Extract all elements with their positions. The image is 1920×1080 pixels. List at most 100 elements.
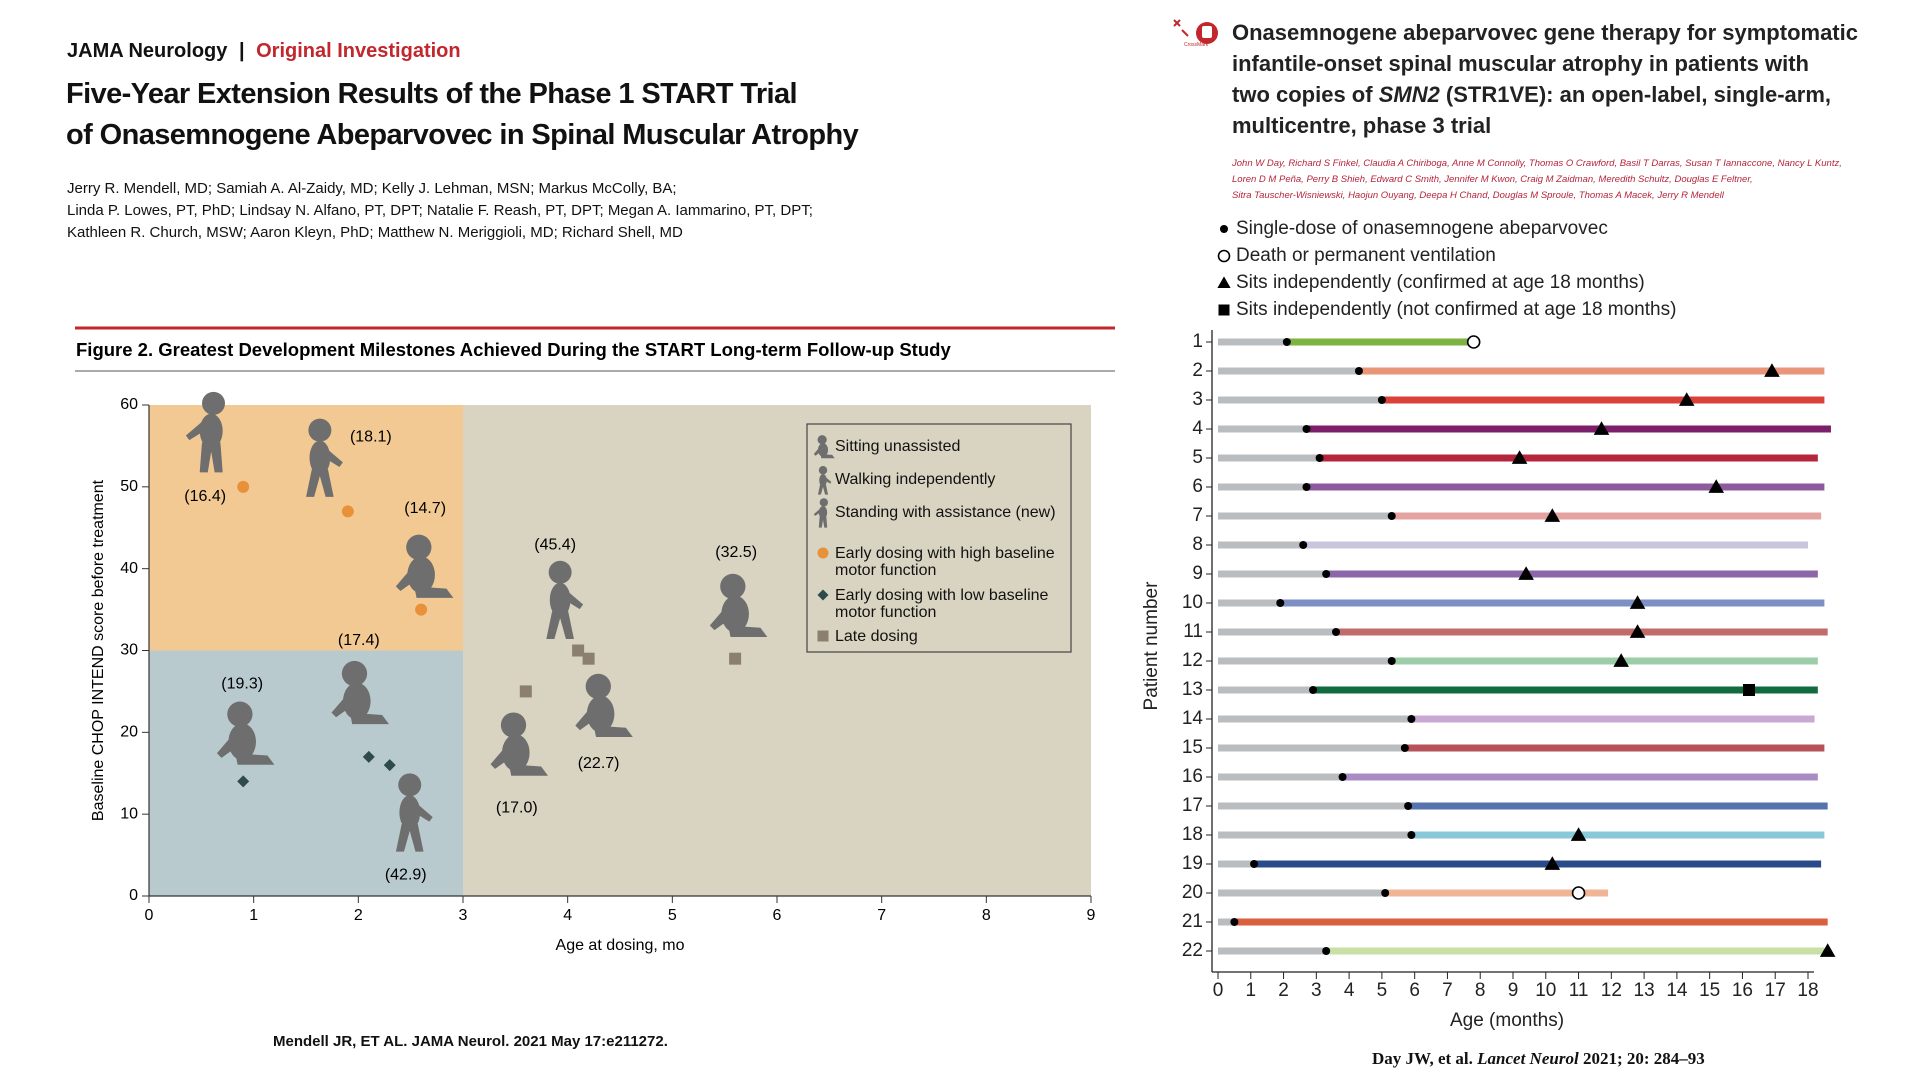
authors: John W Day, Richard S Finkel, Claudia A … bbox=[1232, 156, 1842, 204]
icon-body bbox=[818, 506, 828, 519]
y-tick-label: 19 bbox=[1182, 853, 1203, 874]
icon-head bbox=[585, 673, 611, 700]
icon-head bbox=[406, 534, 432, 560]
icon-legs bbox=[820, 454, 835, 459]
icon-arm bbox=[490, 748, 512, 769]
x-tick-label: 4 bbox=[563, 907, 572, 924]
marker bbox=[1570, 827, 1587, 841]
x-tick-label: 15 bbox=[1699, 980, 1720, 1001]
x-tick-label: 18 bbox=[1797, 980, 1818, 1001]
icon-head bbox=[341, 660, 368, 687]
x-tick-label: 14 bbox=[1666, 980, 1688, 1001]
y-tick-label: 16 bbox=[1182, 766, 1203, 787]
title-line: of Onasemnogene Abeparvovec in Spinal Mu… bbox=[66, 119, 859, 151]
x-tick-label: 4 bbox=[1344, 980, 1355, 1001]
icon-arm bbox=[813, 448, 822, 456]
marker bbox=[1220, 225, 1228, 233]
y-axis-label: Patient number bbox=[1141, 581, 1162, 711]
marker bbox=[1511, 450, 1528, 464]
legend-label: Sits independently (not confirmed at age… bbox=[1236, 299, 1676, 320]
icon-head bbox=[227, 701, 253, 727]
milestone-icon bbox=[395, 773, 433, 852]
separator: | bbox=[238, 40, 245, 62]
marker bbox=[1250, 860, 1259, 868]
icon-arm bbox=[185, 421, 205, 441]
icon-legs bbox=[817, 484, 829, 495]
y-tick-label: 20 bbox=[120, 724, 138, 741]
marker bbox=[1400, 744, 1409, 752]
follow-up-bar bbox=[1385, 889, 1609, 897]
pre-dose-bar bbox=[1218, 947, 1327, 955]
pre-dose-bar bbox=[1218, 744, 1405, 752]
marker bbox=[1302, 483, 1311, 491]
x-tick-label: 1 bbox=[1245, 980, 1256, 1001]
x-axis-label: Age at dosing, mo bbox=[556, 937, 685, 954]
crossmark-text: CrossMark bbox=[1184, 42, 1209, 48]
follow-up-bar bbox=[1234, 918, 1828, 926]
milestone-icon bbox=[575, 673, 633, 737]
y-tick-label: 1 bbox=[1192, 331, 1203, 352]
y-tick-label: 3 bbox=[1192, 389, 1203, 410]
y-tick-label: 11 bbox=[1183, 621, 1203, 642]
author-line: Loren D M Peña, Perry B Shieh, Edward C … bbox=[1232, 174, 1753, 185]
y-tick-label: 60 bbox=[120, 396, 138, 413]
title-line: Five-Year Extension Results of the Phase… bbox=[66, 78, 798, 110]
author-line: Kathleen R. Church, MSW; Aaron Kleyn, Ph… bbox=[67, 224, 683, 241]
pre-dose-bar bbox=[1218, 831, 1412, 839]
crossmark-icon bbox=[1202, 26, 1212, 38]
milestone-icon bbox=[395, 534, 454, 598]
x-tick-label: 6 bbox=[773, 907, 782, 924]
follow-up-bar bbox=[1280, 599, 1825, 607]
follow-up-bar bbox=[1342, 773, 1818, 781]
follow-up-bar bbox=[1286, 338, 1474, 346]
marker bbox=[1276, 599, 1285, 607]
icon-head bbox=[548, 560, 572, 584]
marker bbox=[383, 759, 396, 772]
paper-title: Onasemnogene abeparvovec gene therapy fo… bbox=[1232, 17, 1858, 141]
pre-dose-bar bbox=[1218, 918, 1235, 926]
pre-dose-bar bbox=[1218, 889, 1386, 897]
icon-arm bbox=[709, 609, 731, 631]
legend-label: Early dosing with high baseline motor fu… bbox=[835, 545, 1055, 579]
icon-body bbox=[549, 582, 571, 618]
marker bbox=[1315, 454, 1324, 462]
y-tick-label: 6 bbox=[1192, 476, 1203, 497]
y-tick-label: 17 bbox=[1182, 795, 1203, 816]
x-tick-label: 2 bbox=[354, 907, 363, 924]
icon-body bbox=[399, 795, 421, 830]
y-tick-label: 20 bbox=[1182, 882, 1203, 903]
marker bbox=[1338, 773, 1347, 781]
milestone-icon bbox=[216, 701, 275, 765]
y-tick-label: 5 bbox=[1192, 447, 1203, 468]
point-label: (18.1) bbox=[350, 429, 392, 446]
marker bbox=[1218, 304, 1230, 316]
follow-up-bar bbox=[1411, 831, 1825, 839]
icon-body bbox=[819, 474, 827, 487]
marker bbox=[1466, 335, 1481, 349]
marker bbox=[362, 750, 375, 763]
legend-label: Walking independently bbox=[835, 471, 996, 488]
x-tick-label: 9 bbox=[1508, 980, 1519, 1001]
pre-dose-bar bbox=[1218, 483, 1307, 491]
citation: Day JW, et al. Lancet Neurol 2021; 20: 2… bbox=[1372, 1049, 1705, 1069]
y-tick-label: 30 bbox=[120, 642, 138, 659]
follow-up-bar bbox=[1358, 367, 1825, 375]
follow-up-bar bbox=[1411, 715, 1815, 723]
y-tick-label: 13 bbox=[1182, 679, 1203, 700]
y-tick-label: 18 bbox=[1182, 824, 1203, 845]
icon-legs bbox=[199, 442, 223, 473]
y-axis-label: Baseline CHOP INTEND score before treatm… bbox=[90, 479, 107, 821]
icon-arm bbox=[564, 590, 584, 610]
marker bbox=[1377, 396, 1386, 404]
follow-up-bar bbox=[1336, 628, 1828, 636]
icon-legs bbox=[349, 712, 389, 725]
x-tick-label: 10 bbox=[1535, 980, 1556, 1001]
marker bbox=[1571, 886, 1586, 900]
pre-dose-bar bbox=[1218, 512, 1392, 520]
title-line: Onasemnogene abeparvovec gene therapy fo… bbox=[1232, 17, 1858, 48]
citation: Mendell JR, ET AL. JAMA Neurol. 2021 May… bbox=[273, 1033, 668, 1050]
marker bbox=[1544, 508, 1561, 522]
pre-dose-bar bbox=[1218, 802, 1409, 810]
icon-legs bbox=[306, 469, 334, 497]
